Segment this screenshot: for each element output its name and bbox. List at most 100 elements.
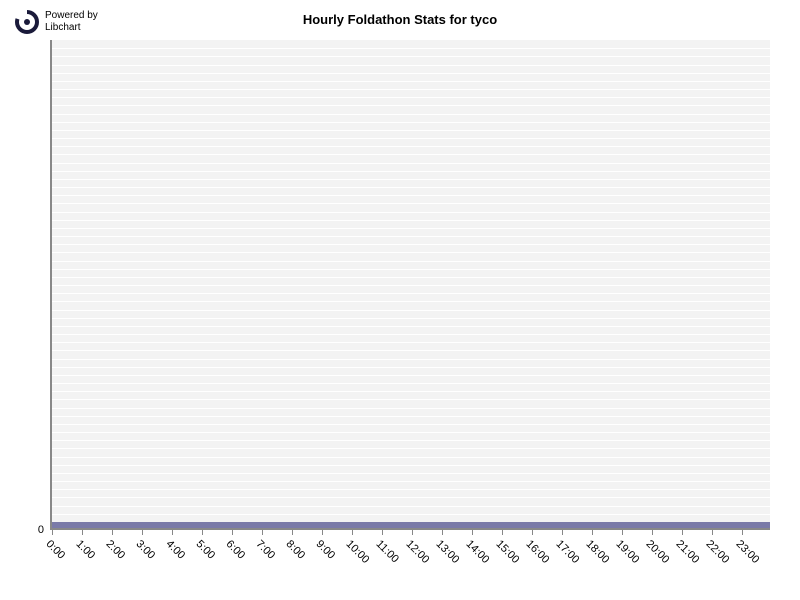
- x-tick: [52, 530, 53, 535]
- gridline: [52, 375, 770, 376]
- gridline: [52, 473, 770, 474]
- gridline: [52, 146, 770, 147]
- x-tick: [532, 530, 533, 535]
- gridline: [52, 97, 770, 98]
- logo-area: Powered by Libchart: [15, 10, 98, 34]
- gridline: [52, 367, 770, 368]
- x-tick: [322, 530, 323, 535]
- x-tick: [622, 530, 623, 535]
- y-tick-label: 0: [38, 524, 44, 536]
- gridline: [52, 244, 770, 245]
- x-tick-label: 4:00: [164, 538, 188, 562]
- gridline: [52, 465, 770, 466]
- gridline: [52, 105, 770, 106]
- gridline: [52, 326, 770, 327]
- gridline: [52, 440, 770, 441]
- x-tick: [742, 530, 743, 535]
- x-tick: [232, 530, 233, 535]
- x-tick-label: 7:00: [254, 538, 278, 562]
- gridline: [52, 81, 770, 82]
- gridline: [52, 489, 770, 490]
- gridline: [52, 497, 770, 498]
- gridline: [52, 228, 770, 229]
- gridline: [52, 359, 770, 360]
- gridline: [52, 187, 770, 188]
- gridline: [52, 212, 770, 213]
- gridline: [52, 350, 770, 351]
- gridline: [52, 73, 770, 74]
- gridline: [52, 293, 770, 294]
- plot-area: [50, 40, 770, 530]
- x-tick: [682, 530, 683, 535]
- gridline: [52, 48, 770, 49]
- x-tick: [142, 530, 143, 535]
- libchart-label: Libchart: [45, 22, 98, 34]
- x-tick-label: 16:00: [524, 538, 552, 566]
- x-tick: [712, 530, 713, 535]
- gridline: [52, 163, 770, 164]
- gridline: [52, 457, 770, 458]
- x-tick-label: 11:00: [374, 538, 401, 565]
- x-tick: [652, 530, 653, 535]
- gridline: [52, 481, 770, 482]
- x-tick: [292, 530, 293, 535]
- x-tick-label: 3:00: [134, 538, 158, 562]
- x-tick-label: 23:00: [734, 538, 762, 566]
- x-tick: [352, 530, 353, 535]
- x-tick: [442, 530, 443, 535]
- x-tick: [562, 530, 563, 535]
- x-tick-label: 21:00: [674, 538, 702, 566]
- x-tick-label: 10:00: [344, 538, 372, 566]
- gridline: [52, 408, 770, 409]
- gridline: [52, 65, 770, 66]
- x-tick: [112, 530, 113, 535]
- gridline: [52, 310, 770, 311]
- x-tick-label: 1:00: [74, 538, 98, 562]
- gridline: [52, 432, 770, 433]
- gridline: [52, 261, 770, 262]
- gridline: [52, 334, 770, 335]
- gridline: [52, 252, 770, 253]
- x-tick-label: 8:00: [284, 538, 308, 562]
- x-tick-label: 17:00: [554, 538, 582, 566]
- powered-by-label: Powered by: [45, 10, 98, 22]
- gridline: [52, 285, 770, 286]
- gridline: [52, 236, 770, 237]
- x-tick-label: 20:00: [644, 538, 672, 566]
- x-tick: [502, 530, 503, 535]
- gridline: [52, 514, 770, 515]
- gridline: [52, 220, 770, 221]
- gridline: [52, 195, 770, 196]
- gridline: [52, 138, 770, 139]
- x-tick-label: 2:00: [104, 538, 128, 562]
- gridline: [52, 130, 770, 131]
- gridline: [52, 277, 770, 278]
- x-tick-label: 13:00: [434, 538, 462, 566]
- x-tick: [592, 530, 593, 535]
- gridline: [52, 269, 770, 270]
- gridline: [52, 89, 770, 90]
- gridline: [52, 179, 770, 180]
- x-tick-label: 0:00: [44, 538, 68, 562]
- x-tick-label: 9:00: [314, 538, 338, 562]
- x-tick-label: 22:00: [704, 538, 732, 566]
- x-tick-label: 15:00: [494, 538, 522, 566]
- gridline: [52, 448, 770, 449]
- x-tick-label: 14:00: [464, 538, 492, 566]
- x-tick: [472, 530, 473, 535]
- gridline: [52, 506, 770, 507]
- x-tick-label: 5:00: [194, 538, 218, 562]
- x-tick: [172, 530, 173, 535]
- gridline: [52, 383, 770, 384]
- x-tick: [82, 530, 83, 535]
- chart-title: Hourly Foldathon Stats for tyco: [303, 12, 497, 27]
- x-tick: [262, 530, 263, 535]
- x-tick-label: 19:00: [614, 538, 642, 566]
- x-tick: [202, 530, 203, 535]
- logo-text: Powered by Libchart: [45, 10, 98, 34]
- gridline: [52, 342, 770, 343]
- gridline: [52, 122, 770, 123]
- x-tick: [382, 530, 383, 535]
- gridline: [52, 203, 770, 204]
- x-tick: [412, 530, 413, 535]
